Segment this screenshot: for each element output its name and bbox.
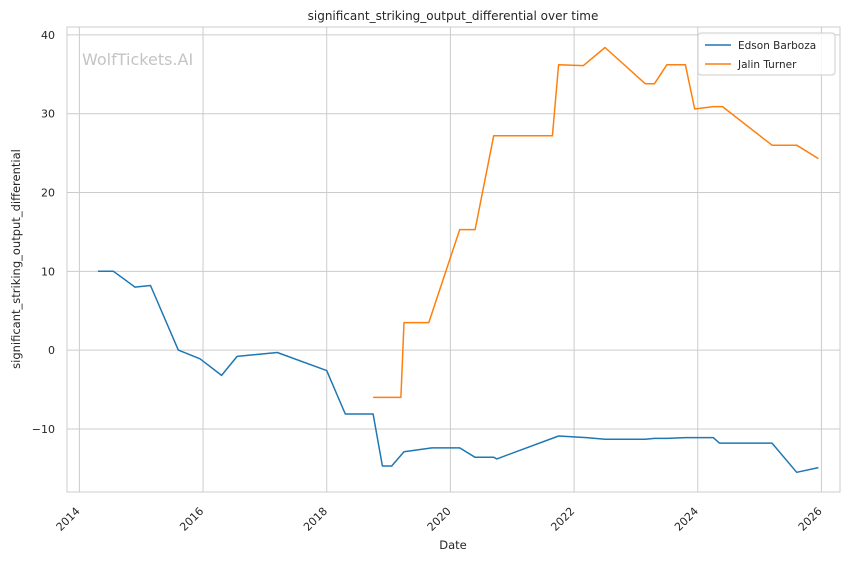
- plot-border: [66, 26, 841, 493]
- legend-label-jalin-turner: Jalin Turner: [737, 59, 797, 71]
- y-tick-label: 0: [48, 344, 55, 357]
- y-tick-label: 30: [41, 108, 55, 121]
- y-tick-label: 20: [41, 187, 55, 200]
- y-tick-label: 10: [41, 265, 55, 278]
- plot-area: [66, 26, 841, 493]
- legend: Edson Barboza Jalin Turner: [697, 32, 836, 76]
- series-lines: [97, 46, 819, 474]
- watermark: WolfTickets.AI: [82, 50, 193, 69]
- y-tick-label: −10: [32, 423, 55, 436]
- y-tick-label: 40: [41, 29, 55, 42]
- y-axis-title: significant_striking_output_differential: [9, 149, 23, 369]
- y-axis-ticks: −10 0 10 20 30 40: [32, 29, 55, 436]
- series-line-edson-barboza: [97, 270, 819, 474]
- legend-box: [697, 32, 836, 76]
- series-line-jalin-turner: [373, 46, 819, 399]
- chart-title: significant_striking_output_differential…: [308, 9, 599, 23]
- x-axis-title: Date: [439, 538, 467, 552]
- grid-lines: [67, 27, 840, 492]
- legend-label-edson-barboza: Edson Barboza: [738, 40, 816, 52]
